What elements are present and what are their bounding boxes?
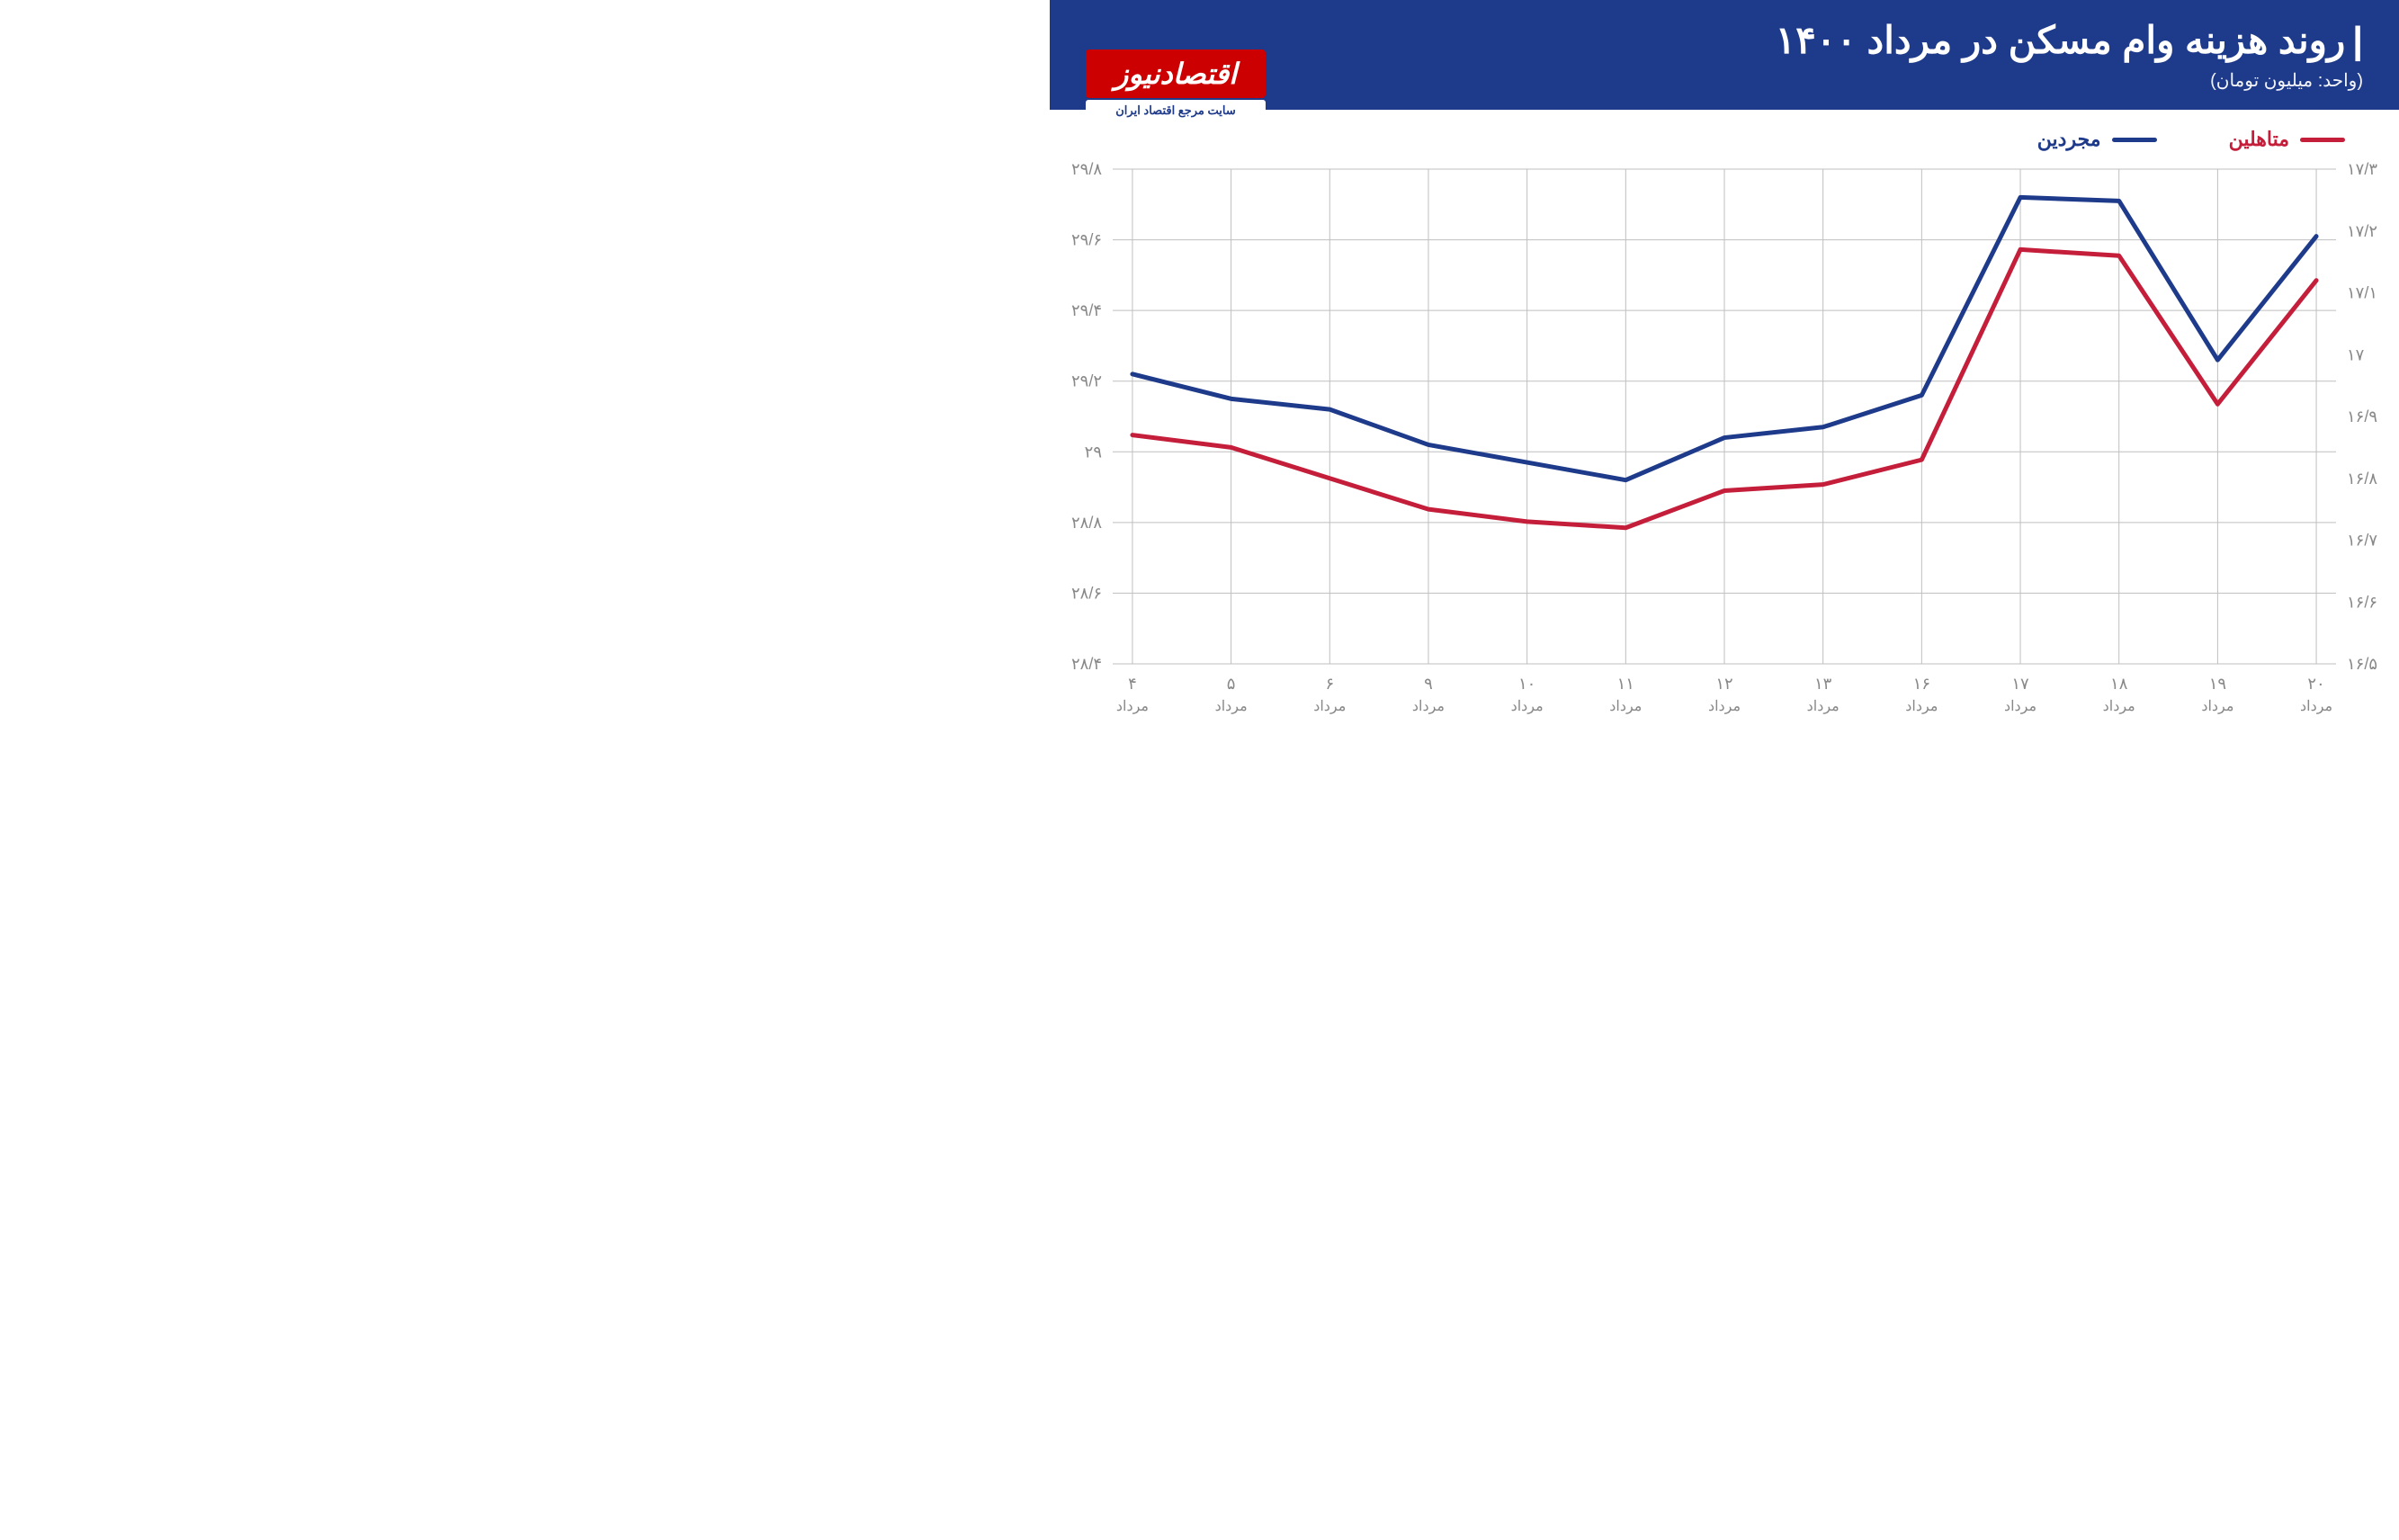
title-bar: | (2352, 19, 2363, 62)
svg-text:مرداد: مرداد (1708, 699, 1741, 714)
legend-item-married: متاهلین (2229, 128, 2345, 151)
svg-text:۱۶/۶: ۱۶/۶ (2347, 593, 2377, 611)
legend-item-single: مجردین (2037, 128, 2157, 151)
svg-text:۱۶: ۱۶ (1913, 675, 1930, 693)
svg-text:۱۱: ۱۱ (1617, 675, 1634, 693)
svg-text:۱۷: ۱۷ (2011, 675, 2029, 693)
chart-title: روند هزینه وام مسکن در مرداد ۱۴۰۰ (1776, 18, 2346, 62)
logo-tagline: سایت مرجع اقتصاد ایران (1086, 100, 1266, 121)
svg-text:۲۸/۸: ۲۸/۸ (1071, 514, 1102, 532)
chart-area: ۲۸/۴ ۲۸/۶ ۲۸/۸ ۲۹ ۲۹/۲ ۲۹/۴ ۲۹/۶ ۲۹/۸ ۱۶/۵ ۱۶/۶ ۱۶… (1050, 160, 2399, 763)
legend-swatch-married (2300, 138, 2345, 142)
svg-text:مرداد: مرداد (1807, 699, 1840, 714)
svg-text:۹: ۹ (1424, 675, 1433, 693)
svg-text:مرداد: مرداد (1313, 699, 1346, 714)
legend-label-married: متاهلین (2229, 128, 2289, 151)
svg-text:۱۶/۹: ۱۶/۹ (2347, 407, 2377, 425)
svg-text:۱۸: ۱۸ (2110, 675, 2128, 693)
svg-text:مرداد: مرداد (1905, 699, 1938, 714)
svg-text:۱۷/۳: ۱۷/۳ (2347, 160, 2377, 178)
legend-swatch-single (2112, 138, 2157, 142)
line-chart: ۲۸/۴۲۸/۶۲۸/۸۲۹۲۹/۲۲۹/۴۲۹/۶۲۹/۸۱۶/۵۱۶/۶۱۶… (1113, 160, 2336, 736)
svg-text:۲۰: ۲۰ (2307, 675, 2324, 693)
svg-text:۲۹: ۲۹ (1085, 443, 1102, 461)
svg-text:۵: ۵ (1227, 675, 1236, 693)
svg-text:۲۹/۴: ۲۹/۴ (1071, 301, 1102, 319)
chart-header: | روند هزینه وام مسکن در مرداد ۱۴۰۰ (واح… (1050, 0, 2399, 110)
svg-text:۱۷: ۱۷ (2347, 345, 2365, 363)
legend-label-single: مجردین (2037, 128, 2101, 151)
svg-text:مرداد: مرداد (1412, 699, 1445, 714)
svg-text:مرداد: مرداد (2300, 699, 2332, 714)
svg-text:مرداد: مرداد (1215, 699, 1248, 714)
svg-text:۲۸/۴: ۲۸/۴ (1071, 655, 1102, 673)
svg-text:۱۰: ۱۰ (1518, 675, 1535, 693)
svg-text:مرداد: مرداد (2201, 699, 2233, 714)
svg-text:۲۸/۶: ۲۸/۶ (1071, 584, 1102, 602)
svg-text:۱۷/۲: ۱۷/۲ (2347, 222, 2377, 240)
svg-text:مرداد: مرداد (1609, 699, 1642, 714)
svg-text:۱۹: ۱۹ (2209, 675, 2226, 693)
svg-text:۱۲: ۱۲ (1715, 675, 1732, 693)
svg-text:۱۶/۸: ۱۶/۸ (2347, 470, 2377, 488)
svg-text:۱۷/۱: ۱۷/۱ (2347, 284, 2377, 302)
chart-subtitle: (واحد: میلیون تومان) (1086, 69, 2363, 92)
svg-text:مرداد: مرداد (1511, 699, 1544, 714)
svg-text:۱۳: ۱۳ (1814, 675, 1832, 693)
svg-text:۱۶/۵: ۱۶/۵ (2347, 655, 2377, 673)
logo: اقتصادنیوز سایت مرجع اقتصاد ایران (1086, 49, 1266, 121)
svg-text:۱۶/۷: ۱۶/۷ (2347, 532, 2377, 550)
svg-text:مرداد: مرداد (2103, 699, 2135, 714)
logo-brand: اقتصادنیوز (1086, 49, 1266, 98)
svg-text:۶: ۶ (1325, 675, 1334, 693)
svg-text:۲۹/۲: ۲۹/۲ (1071, 372, 1102, 390)
svg-text:مرداد: مرداد (1116, 699, 1149, 714)
svg-text:مرداد: مرداد (2004, 699, 2036, 714)
svg-text:۴: ۴ (1128, 675, 1137, 693)
svg-text:۲۹/۶: ۲۹/۶ (1071, 231, 1102, 249)
svg-text:۲۹/۸: ۲۹/۸ (1071, 160, 1102, 178)
